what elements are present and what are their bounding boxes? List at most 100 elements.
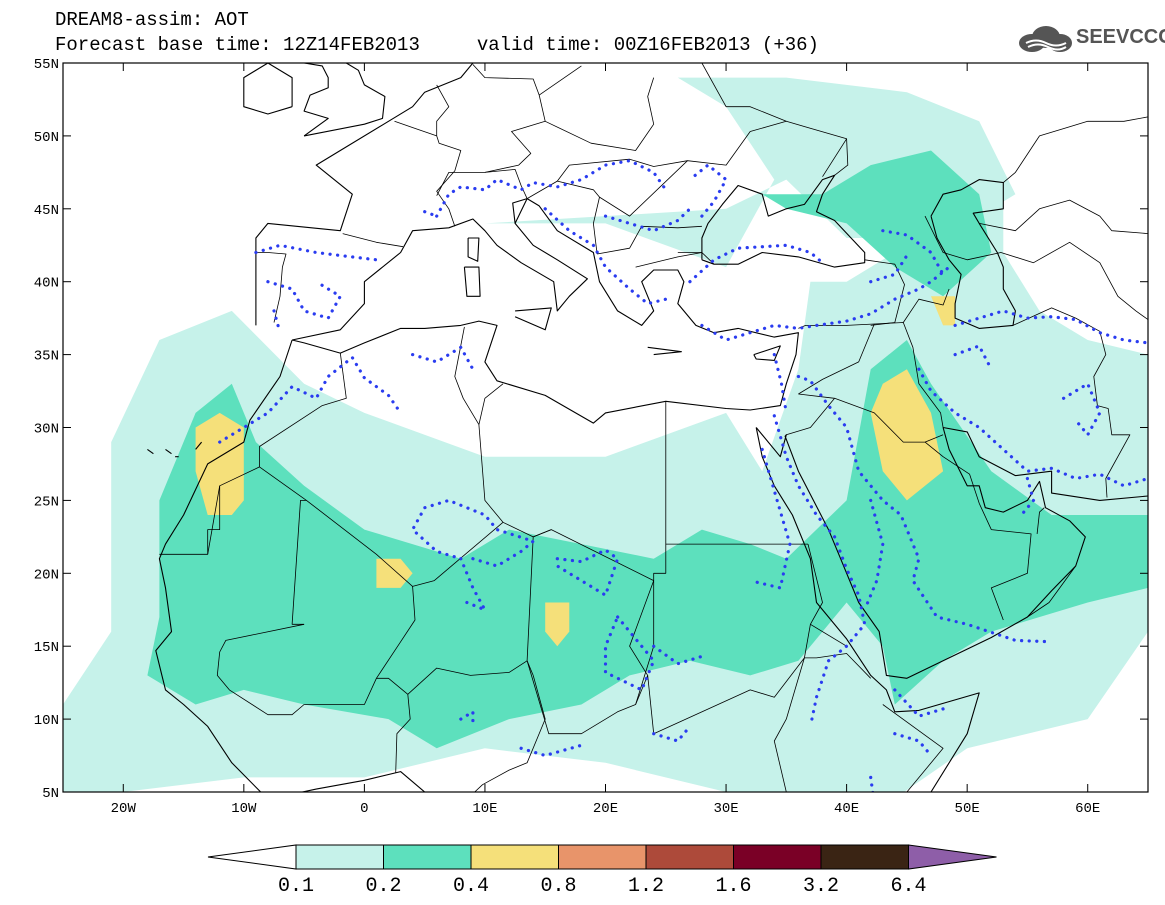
- border-46: [1036, 507, 1045, 534]
- logo-text: SEEVCCC: [1076, 26, 1165, 48]
- border-2: [207, 485, 221, 555]
- cloud-icon: [1019, 26, 1072, 52]
- coastline-12: [243, 63, 293, 115]
- lon-tick-label: 60E: [1075, 801, 1100, 817]
- lat-tick-label: 50N: [34, 130, 59, 146]
- coastline-11: [303, 63, 386, 137]
- border-4: [216, 623, 305, 716]
- colorbar-box: [470, 844, 559, 870]
- coastline-1: [291, 198, 799, 424]
- border-3: [291, 499, 307, 625]
- dotted-contour-26: [1019, 476, 1036, 517]
- colorbar-high-triangle: [908, 844, 997, 870]
- coastline-8: [930, 179, 1016, 329]
- border-30: [526, 180, 600, 255]
- lat-tick-label: 40N: [34, 276, 59, 292]
- border-16: [804, 653, 871, 679]
- coastline-9: [512, 198, 528, 224]
- coastline-14: [467, 237, 480, 262]
- dotted-contour-1: [266, 280, 343, 321]
- dotted-contour-11: [459, 557, 489, 613]
- border-32: [394, 120, 462, 227]
- dotted-contour-7: [603, 207, 692, 233]
- border-9: [526, 529, 655, 735]
- colorbar-label: 3.2: [803, 875, 839, 898]
- lat-tick-label: 45N: [34, 203, 59, 219]
- forecast-time-subtitle: Forecast base time: 12Z14FEB2013 valid t…: [55, 34, 819, 56]
- lon-tick-label: 0: [360, 801, 368, 817]
- colorbar-label: 1.6: [715, 875, 751, 898]
- lat-tick-label: 5N: [42, 786, 59, 802]
- coastline-16: [647, 346, 682, 356]
- border-5: [304, 677, 411, 774]
- dotted-contour-32: [893, 688, 945, 719]
- colorbar-label: 1.2: [628, 875, 664, 898]
- coastline-21: [195, 441, 203, 450]
- aot-region-0.4-0.8: [376, 558, 413, 588]
- dotted-contour-8: [688, 163, 729, 218]
- border-35: [436, 84, 450, 136]
- dotted-contour-14: [652, 644, 704, 666]
- border-39: [701, 63, 787, 122]
- colorbar-label: 0.2: [365, 875, 401, 898]
- dotted-contour-20: [772, 353, 788, 415]
- dotted-contour-30: [881, 229, 945, 276]
- colorbar-label: 0.1: [278, 875, 314, 898]
- lon-tick-label: 20W: [111, 801, 137, 817]
- border-47: [1027, 565, 1077, 618]
- dotted-contour-22: [772, 414, 867, 729]
- lon-tick-label: 20E: [593, 801, 618, 817]
- dotted-contour-33: [893, 732, 933, 758]
- border-41: [924, 215, 1148, 320]
- coastlines-and-borders: [147, 63, 1148, 792]
- dotted-contour-19: [700, 265, 951, 342]
- coastline-18: [147, 448, 154, 455]
- dotted-contour-29: [953, 343, 993, 371]
- map-axis-ticks: 55N 50N 45N 40N 35N 30N 25N 20N 15N 10N 5N 20W 10W 0 1…: [34, 57, 1148, 817]
- dotted-contours: [218, 159, 1148, 792]
- dotted-contour-31: [869, 253, 909, 284]
- lat-tick-label: 25N: [34, 494, 59, 510]
- dotted-contour-5: [435, 159, 668, 218]
- lat-tick-label: 10N: [34, 713, 59, 729]
- dotted-contour-25: [917, 367, 1148, 488]
- coastline-13: [463, 266, 481, 297]
- coastline-3: [299, 771, 426, 792]
- border-33: [342, 233, 404, 248]
- lon-tick-label: 30E: [713, 801, 738, 817]
- seevccc-logo: SEEVCCC: [1016, 24, 1165, 54]
- border-43: [1093, 331, 1131, 498]
- dotted-contour-12: [555, 548, 620, 598]
- colorbar-label: 0.8: [540, 875, 576, 898]
- coastline-7: [701, 174, 866, 268]
- border-20: [834, 397, 944, 443]
- colorbar-box: [383, 844, 472, 870]
- dotted-contour-4: [411, 345, 475, 371]
- border-26: [635, 252, 702, 268]
- dotted-contour-17: [652, 724, 692, 743]
- dotted-contour-18: [688, 243, 825, 284]
- border-11: [454, 326, 480, 425]
- lat-tick-label: 30N: [34, 422, 59, 438]
- colorbar-box: [295, 844, 384, 870]
- border-44: [979, 199, 1148, 234]
- border-37: [538, 65, 582, 96]
- border-34: [255, 252, 287, 323]
- coastline-0: [255, 63, 474, 326]
- dotted-contour-24: [863, 498, 885, 612]
- lat-tick-label: 35N: [34, 349, 59, 365]
- aot-region-0.4-0.8: [195, 412, 244, 515]
- map-title: DREAM8-assim: AOT: [55, 9, 249, 31]
- border-8: [474, 675, 546, 792]
- colorbar-label: 0.4: [453, 875, 489, 898]
- colorbar-box: [733, 844, 822, 870]
- lat-tick-label: 15N: [34, 640, 59, 656]
- dotted-contour-15: [459, 708, 475, 724]
- lat-tick-label: 20N: [34, 567, 59, 583]
- dotted-contour-9: [423, 210, 439, 218]
- border-45: [1003, 116, 1148, 183]
- lon-tick-label: 40E: [834, 801, 859, 817]
- dotted-contour-27: [953, 309, 1148, 345]
